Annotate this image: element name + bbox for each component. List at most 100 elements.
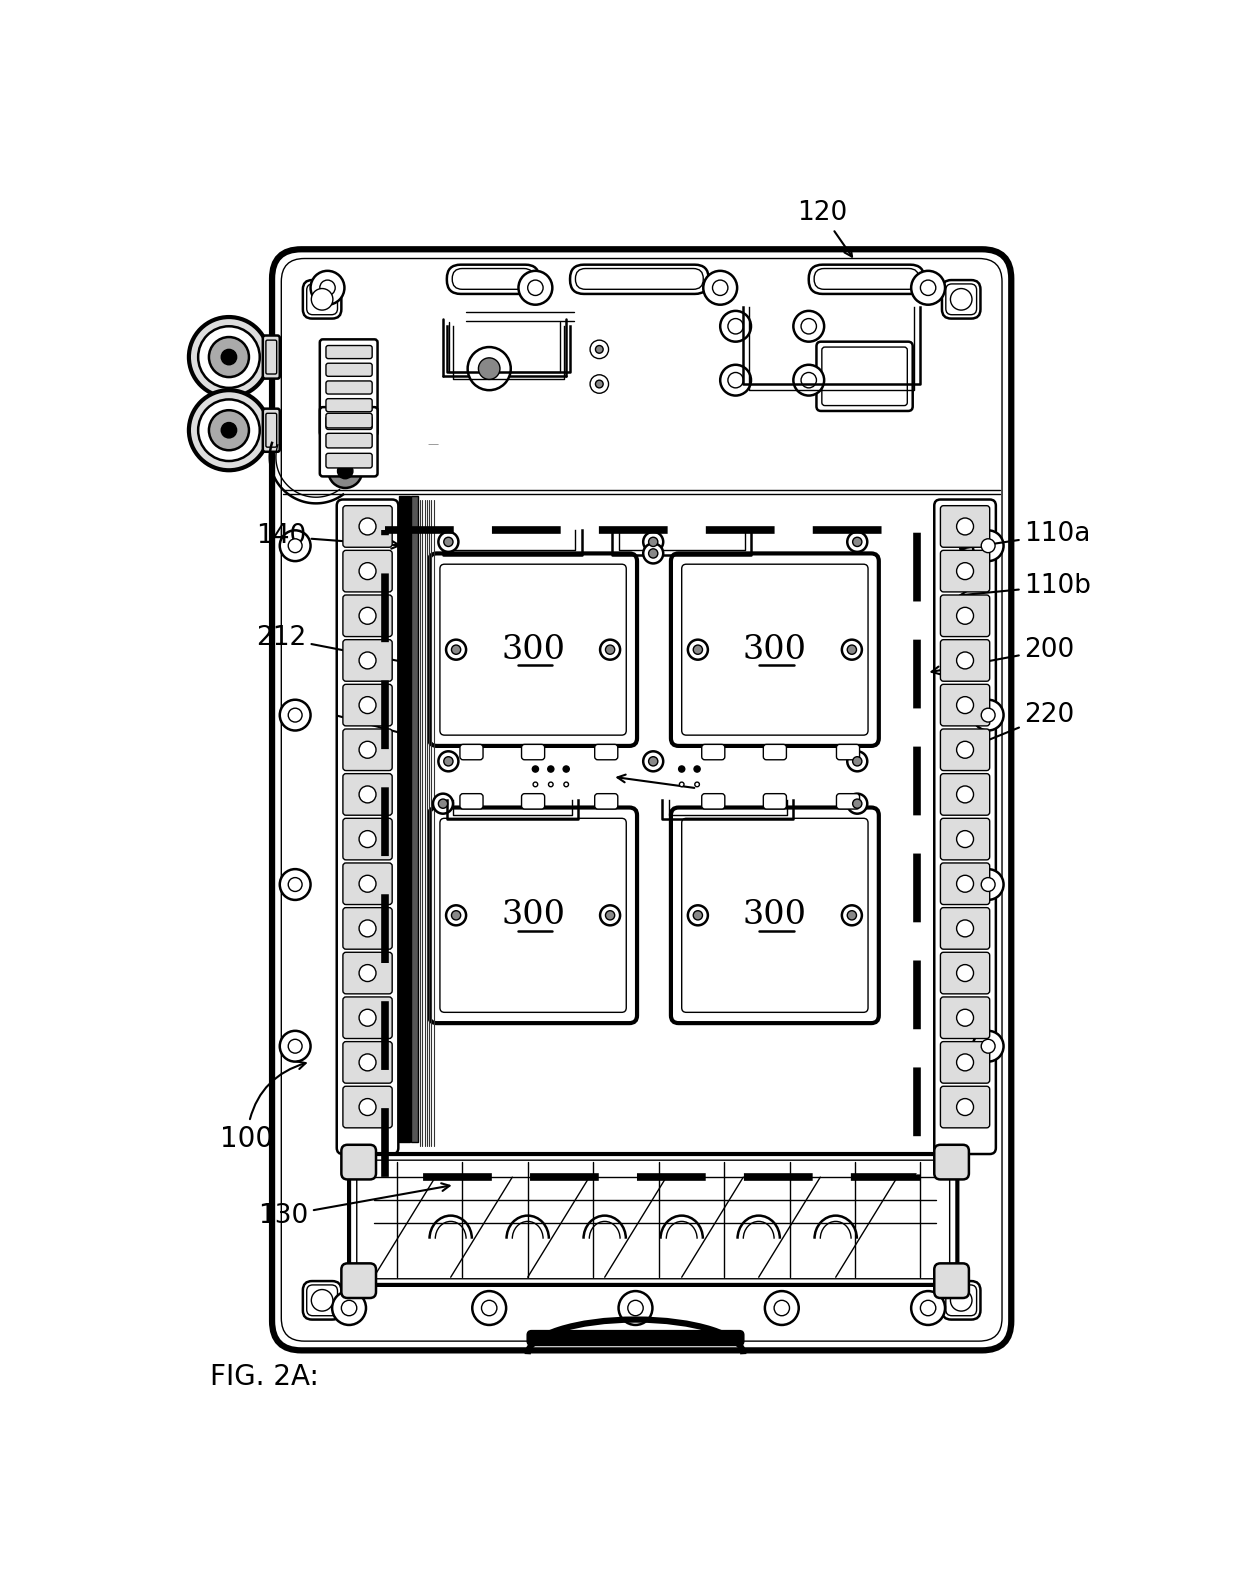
- Circle shape: [950, 289, 972, 310]
- Circle shape: [360, 964, 376, 982]
- Circle shape: [360, 1098, 376, 1116]
- Bar: [386, 530, 916, 1178]
- FancyBboxPatch shape: [940, 774, 990, 816]
- FancyBboxPatch shape: [303, 1282, 341, 1320]
- Circle shape: [288, 1039, 303, 1053]
- Circle shape: [472, 1291, 506, 1325]
- Circle shape: [360, 608, 376, 624]
- Circle shape: [360, 653, 376, 669]
- Circle shape: [360, 830, 376, 847]
- Circle shape: [360, 563, 376, 579]
- Circle shape: [950, 1290, 972, 1310]
- FancyBboxPatch shape: [940, 685, 990, 726]
- Circle shape: [288, 539, 303, 552]
- Circle shape: [956, 563, 973, 579]
- Circle shape: [956, 653, 973, 669]
- Circle shape: [451, 911, 461, 919]
- Circle shape: [693, 645, 703, 654]
- Circle shape: [956, 830, 973, 847]
- FancyBboxPatch shape: [528, 1331, 743, 1345]
- Circle shape: [688, 640, 708, 659]
- Circle shape: [911, 1291, 945, 1325]
- FancyBboxPatch shape: [326, 364, 372, 377]
- Circle shape: [188, 389, 269, 471]
- Circle shape: [198, 326, 259, 388]
- Circle shape: [678, 766, 684, 772]
- Circle shape: [564, 782, 568, 787]
- FancyBboxPatch shape: [940, 640, 990, 681]
- Circle shape: [847, 793, 867, 814]
- Circle shape: [981, 539, 994, 552]
- FancyBboxPatch shape: [940, 908, 990, 950]
- Text: 200: 200: [931, 637, 1075, 674]
- Circle shape: [360, 1053, 376, 1071]
- Circle shape: [649, 757, 658, 766]
- FancyBboxPatch shape: [343, 551, 392, 592]
- FancyBboxPatch shape: [303, 279, 341, 319]
- Circle shape: [280, 870, 310, 900]
- Circle shape: [981, 878, 994, 892]
- Circle shape: [728, 319, 743, 334]
- Circle shape: [956, 696, 973, 713]
- Circle shape: [847, 645, 857, 654]
- Circle shape: [360, 696, 376, 713]
- Circle shape: [956, 785, 973, 803]
- Circle shape: [439, 531, 459, 552]
- FancyBboxPatch shape: [326, 433, 372, 448]
- FancyBboxPatch shape: [940, 729, 990, 771]
- Text: 110b: 110b: [960, 573, 1091, 598]
- Circle shape: [481, 1301, 497, 1315]
- FancyBboxPatch shape: [940, 551, 990, 592]
- Circle shape: [794, 311, 825, 342]
- Text: 140: 140: [255, 523, 399, 549]
- FancyBboxPatch shape: [702, 793, 725, 809]
- FancyBboxPatch shape: [343, 863, 392, 905]
- Text: 130: 130: [258, 1183, 450, 1229]
- FancyBboxPatch shape: [326, 399, 372, 412]
- FancyBboxPatch shape: [326, 345, 372, 359]
- Circle shape: [528, 279, 543, 295]
- Circle shape: [649, 549, 658, 559]
- Circle shape: [360, 875, 376, 892]
- FancyBboxPatch shape: [263, 409, 280, 452]
- Circle shape: [337, 463, 353, 479]
- Circle shape: [446, 905, 466, 926]
- FancyBboxPatch shape: [570, 265, 708, 294]
- Circle shape: [605, 645, 615, 654]
- Circle shape: [360, 785, 376, 803]
- FancyBboxPatch shape: [671, 554, 879, 745]
- Circle shape: [972, 1031, 1003, 1061]
- Circle shape: [765, 1291, 799, 1325]
- Circle shape: [439, 752, 459, 771]
- FancyBboxPatch shape: [816, 342, 913, 412]
- Circle shape: [956, 919, 973, 937]
- Text: 300: 300: [501, 634, 565, 666]
- Circle shape: [972, 870, 1003, 900]
- Circle shape: [320, 279, 335, 295]
- Circle shape: [853, 800, 862, 808]
- Circle shape: [956, 964, 973, 982]
- Circle shape: [360, 1009, 376, 1026]
- Bar: [399, 496, 410, 1143]
- FancyBboxPatch shape: [460, 744, 484, 760]
- Circle shape: [956, 741, 973, 758]
- Circle shape: [288, 878, 303, 892]
- FancyBboxPatch shape: [460, 793, 484, 809]
- Circle shape: [981, 1039, 994, 1053]
- Circle shape: [972, 699, 1003, 731]
- FancyBboxPatch shape: [326, 417, 372, 429]
- Circle shape: [433, 793, 453, 814]
- Circle shape: [801, 319, 816, 334]
- Circle shape: [439, 800, 448, 808]
- Circle shape: [288, 709, 303, 721]
- FancyBboxPatch shape: [350, 1154, 957, 1285]
- Circle shape: [595, 345, 603, 353]
- Circle shape: [311, 1290, 332, 1310]
- FancyBboxPatch shape: [940, 506, 990, 547]
- Circle shape: [341, 1301, 357, 1315]
- FancyBboxPatch shape: [940, 1042, 990, 1084]
- Text: 212: 212: [255, 626, 415, 667]
- FancyBboxPatch shape: [764, 744, 786, 760]
- Circle shape: [280, 699, 310, 731]
- FancyBboxPatch shape: [326, 453, 372, 468]
